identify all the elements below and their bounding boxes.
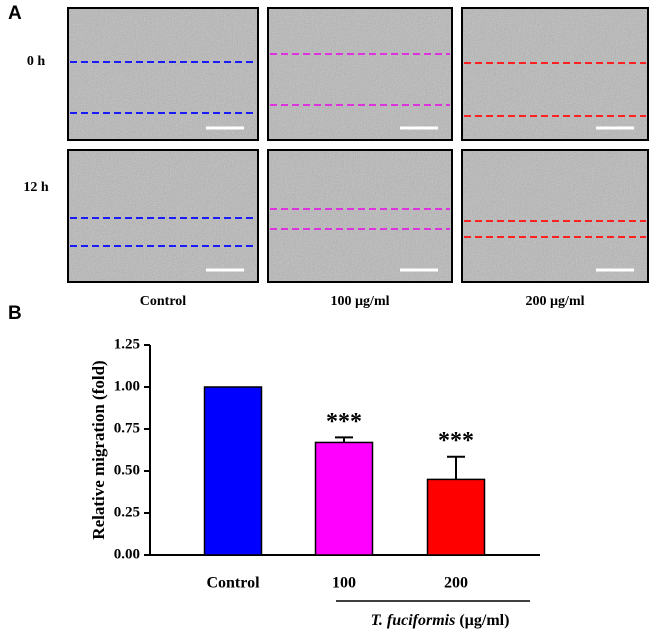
panel-label: A	[8, 3, 22, 24]
texture	[68, 150, 258, 282]
panel-label: B	[8, 303, 22, 324]
frame	[67, 7, 259, 141]
unit: (µg/ml)	[459, 612, 509, 629]
y-tick-label: 0.25	[114, 504, 140, 520]
column-label: 100 µg/ml	[330, 294, 389, 309]
row-label: 0 h	[27, 54, 46, 69]
y-tick-label: 0.00	[114, 546, 140, 562]
column-label: 200 µg/ml	[525, 294, 584, 309]
x-axis-label: T. fuciformis (µg/ml)	[371, 612, 510, 629]
column-label: Control	[140, 294, 187, 309]
frame	[461, 7, 649, 141]
frame	[67, 149, 259, 283]
texture	[462, 150, 648, 282]
texture	[68, 8, 258, 140]
texture	[268, 150, 452, 282]
x-tick-label: 200	[444, 575, 468, 592]
row-label: 12 h	[23, 180, 49, 195]
x-tick-label: Control	[206, 575, 260, 592]
y-tick-label: 0.50	[114, 462, 140, 478]
y-tick-label: 1.25	[114, 336, 140, 352]
frame	[461, 149, 649, 283]
texture	[268, 8, 452, 140]
significance: ***	[438, 428, 474, 454]
y-axis-label: Relative migration (fold)	[89, 360, 108, 539]
texture	[462, 8, 648, 140]
bar	[314, 441, 374, 556]
y-tick-label: 0.75	[114, 420, 140, 436]
species: T. fuciformis	[371, 612, 456, 629]
bar	[426, 478, 486, 556]
micrographs	[67, 7, 649, 283]
significance: ***	[326, 409, 362, 435]
x-tick-label: 100	[332, 575, 356, 592]
y-tick-label: 1.00	[114, 378, 140, 394]
frame	[267, 7, 453, 141]
frame	[267, 149, 453, 283]
bar	[203, 386, 263, 556]
